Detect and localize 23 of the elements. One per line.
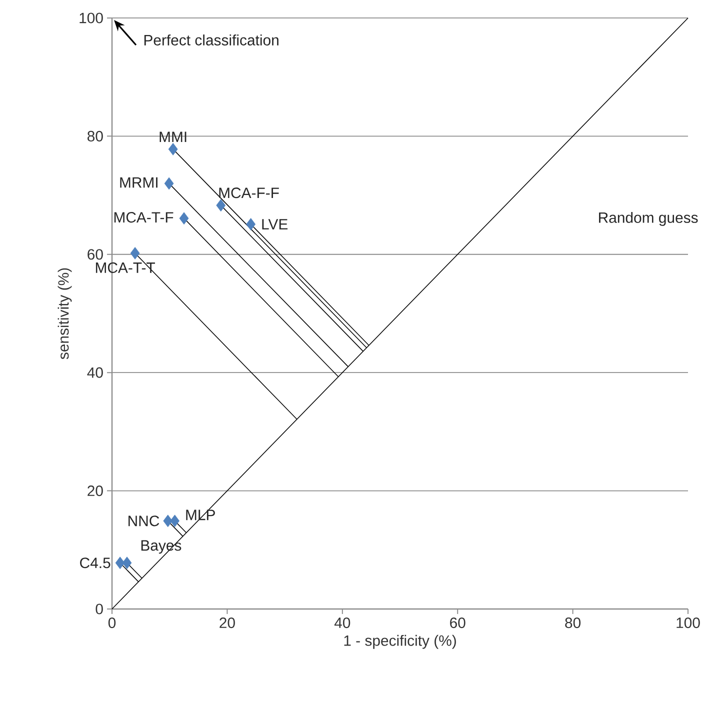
annotation: MRMI xyxy=(120,177,158,188)
y-tick-label: 40 xyxy=(87,367,103,378)
y-tick-label: 20 xyxy=(88,485,103,496)
x-tick-label: 60 xyxy=(450,618,466,628)
annotation: LVE xyxy=(262,219,288,230)
x-tick-label: 0 xyxy=(108,618,116,628)
y-tick-label: 100 xyxy=(80,12,103,24)
x-tick-label: 40 xyxy=(334,618,350,628)
y-tick-label: 60 xyxy=(88,249,103,260)
x-axis-title: 1 - specificity (%) xyxy=(344,634,456,649)
x-tick-label: 80 xyxy=(565,618,581,628)
annotation: Random guess xyxy=(599,212,698,226)
y-axis-title: sensitivity (%) xyxy=(58,268,72,360)
x-tick-label: 20 xyxy=(220,618,235,628)
y-tick-label: 80 xyxy=(88,130,103,142)
y-tick-label: 0 xyxy=(96,604,103,614)
annotation: Perfect classification xyxy=(144,34,278,46)
annotation: NNC xyxy=(128,516,160,526)
annotation: C4.5 xyxy=(80,558,110,568)
annotation: MCA-T-F xyxy=(114,212,174,223)
x-tick-label: 100 xyxy=(676,618,700,628)
annotation: MCA-F-F xyxy=(219,188,279,198)
annotation: MMI xyxy=(160,132,186,142)
